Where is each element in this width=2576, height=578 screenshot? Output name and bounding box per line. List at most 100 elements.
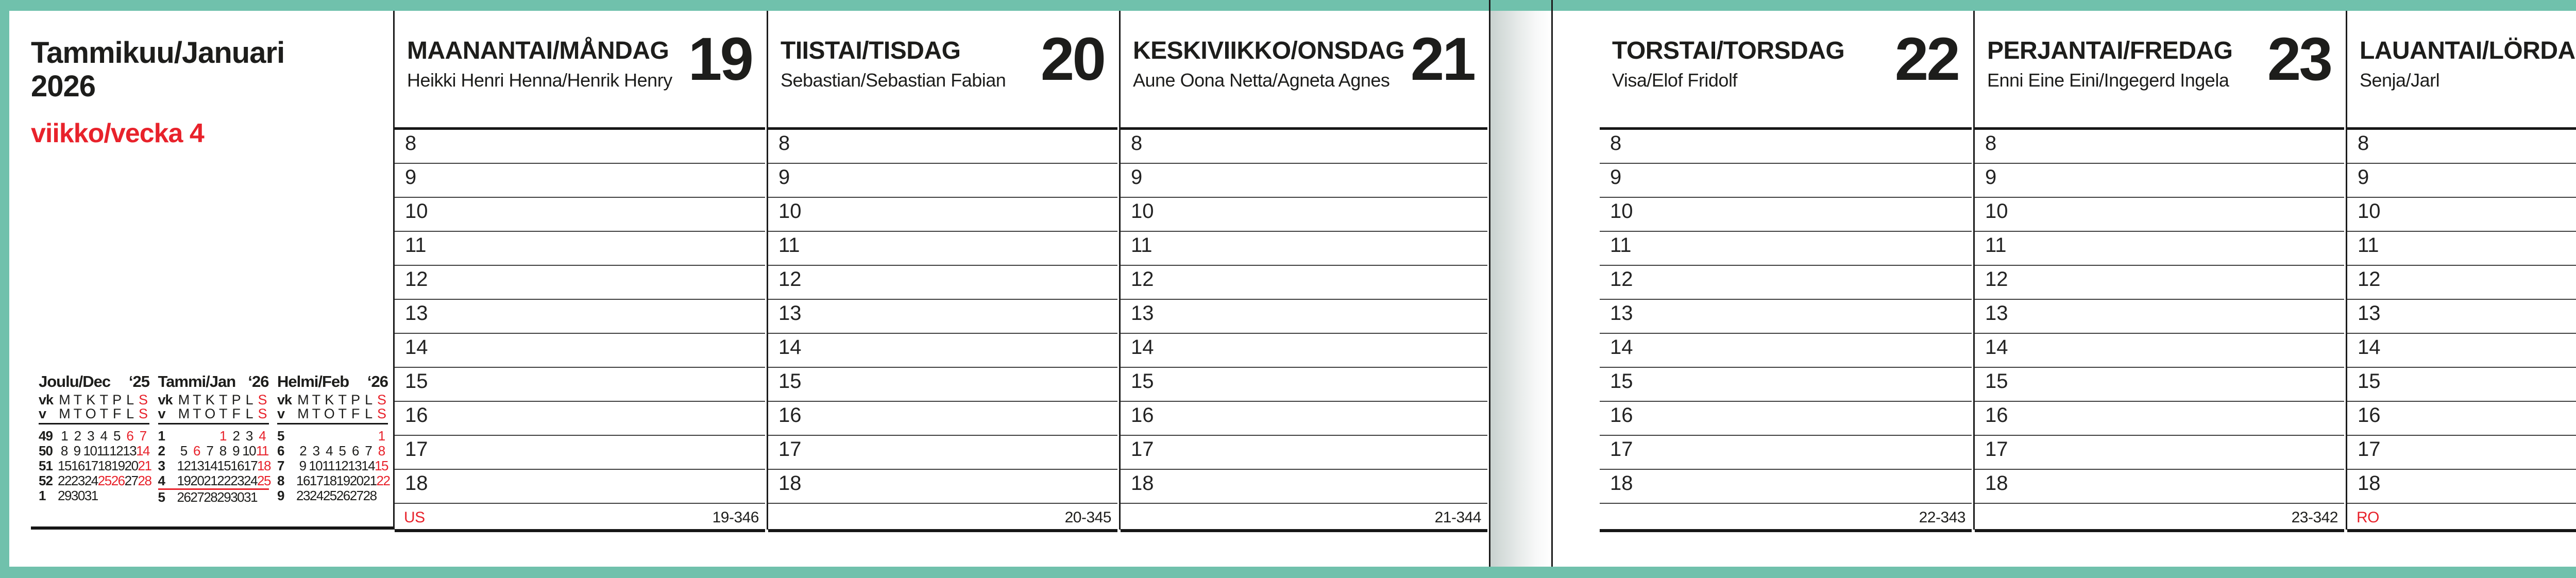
footer-daycount-wednesday: 21-344 — [1434, 509, 1482, 526]
weekday-letter: O — [205, 406, 215, 421]
hour-label: 13 — [1985, 302, 2008, 325]
mini-calendar-rule — [39, 423, 149, 424]
date-cell: 20 — [349, 473, 364, 488]
mini-calendar-week-row: 7 9 10 11 12 13 14 15 — [277, 458, 388, 473]
column-divider-line — [1489, 0, 1490, 567]
date-cell: 6 — [126, 428, 133, 444]
weekday-letter: T — [312, 406, 321, 421]
day-header-tuesday: TIISTAI/TISDAG Sebastian/Sebastian Fabian… — [768, 11, 1117, 127]
hour-row-15: 15 — [1600, 368, 1972, 402]
hour-row-9: 9 — [1600, 164, 1972, 198]
hour-row-14: 14 — [1600, 334, 1972, 368]
hour-row-9: 9 — [2347, 164, 2576, 198]
date-cell: 14 — [361, 458, 375, 473]
date-cell: 21 — [204, 473, 217, 488]
page-title: Tammikuu/Januari 2026 — [31, 36, 393, 104]
hour-label: 15 — [1131, 370, 1154, 393]
day-footer-wednesday: 21-344 — [1121, 504, 1487, 529]
column-divider-line — [1551, 0, 1553, 567]
hour-label: 12 — [1985, 268, 2008, 291]
hour-label: 12 — [2358, 268, 2381, 291]
weekday-letter: T — [218, 406, 228, 421]
date-cell: 4 — [326, 443, 333, 458]
day-title-thursday: TORSTAI/TORSDAG — [1612, 37, 1845, 64]
date-cell: 25 — [257, 473, 271, 488]
hour-label: 16 — [1985, 404, 2008, 427]
footer-rule — [2347, 529, 2576, 532]
date-cell: 30 — [71, 488, 85, 503]
day-number-wednesday: 21 — [1410, 25, 1476, 93]
hour-label: 18 — [1985, 472, 2008, 495]
weekday-letter: T — [73, 392, 82, 407]
weekday-letter: T — [218, 392, 228, 407]
hour-label: 18 — [778, 472, 802, 495]
date-cell: 21 — [363, 473, 377, 488]
date-cell: 5 — [180, 443, 188, 458]
date-cell: 31 — [244, 489, 258, 505]
week-number: 8 — [277, 473, 284, 488]
day-namedays-wednesday: Aune Oona Netta/Agneta Agnes — [1133, 70, 1390, 91]
date-cell: 23 — [296, 488, 310, 503]
date-cell: 17 — [309, 473, 324, 488]
day-column-saturday: LAUANTAI/LÖRDAGSenja/Jarl248910111213141… — [2347, 11, 2576, 532]
hour-row-14: 14 — [2347, 334, 2576, 368]
mini-calendar-week-row: 1 29 30 31 — [39, 488, 149, 503]
date-cell: 26 — [177, 489, 191, 505]
date-cell: 3 — [245, 428, 253, 444]
day-title-tuesday: TIISTAI/TISDAG — [781, 37, 961, 64]
date-cell: 14 — [204, 458, 217, 473]
date-cell: 2 — [232, 428, 240, 444]
week-number: 3 — [158, 458, 165, 473]
date-cell — [377, 488, 388, 503]
date-cell: 18 — [257, 458, 271, 473]
date-cell: 18 — [323, 473, 337, 488]
hour-row-12: 12 — [1600, 266, 1972, 300]
week-label: viikko/vecka 4 — [31, 118, 205, 148]
hour-label: 10 — [405, 200, 428, 223]
hour-row-18: 18 — [1121, 470, 1487, 504]
date-cell: 9 — [232, 443, 240, 458]
date-cell — [323, 429, 335, 444]
date-cell: 5 — [338, 443, 346, 458]
hour-label: 16 — [2358, 404, 2381, 427]
date-cell: 22 — [58, 473, 72, 488]
page-fold-shadow — [1490, 11, 1551, 567]
hour-label: 15 — [1985, 370, 2008, 393]
hour-row-16: 16 — [768, 402, 1117, 436]
weekday-header-fi: vk M T K T P L S — [277, 393, 388, 407]
hour-row-10: 10 — [2347, 198, 2576, 232]
weekday-letter: O — [324, 406, 335, 421]
hour-label: 10 — [1131, 200, 1154, 223]
column-divider-line — [393, 11, 395, 530]
hour-label: 18 — [2358, 472, 2381, 495]
hour-row-17: 17 — [2347, 436, 2576, 470]
weekday-letter: L — [126, 392, 134, 407]
year-title: 2026 — [31, 69, 96, 103]
day-column-friday: PERJANTAI/FREDAG Enni Eine Eini/Ingegerd … — [1975, 11, 2344, 532]
hour-label: 14 — [405, 336, 428, 359]
hour-row-12: 12 — [768, 266, 1117, 300]
hour-label: 14 — [778, 336, 802, 359]
week-number: 9 — [277, 488, 284, 503]
weekday-letter: F — [232, 406, 241, 421]
weekday-letter: L — [365, 406, 372, 421]
weekday-letter: F — [112, 406, 122, 421]
hour-label: 18 — [405, 472, 428, 495]
mini-calendar-year: ‘26 — [367, 372, 388, 390]
hour-label: 17 — [1610, 438, 1633, 461]
weekday-letter: O — [85, 406, 96, 421]
date-cell: 28 — [204, 489, 217, 505]
date-cell: 29 — [217, 489, 231, 505]
date-cell: 24 — [244, 473, 258, 488]
date-cell: 28 — [138, 473, 152, 488]
hour-label: 12 — [1610, 268, 1633, 291]
weekday-header-fi: vk M T K T P L S — [39, 393, 149, 407]
date-cell — [98, 488, 111, 503]
date-cell: 16 — [296, 473, 310, 488]
hour-label: 15 — [2358, 370, 2381, 393]
hour-label: 13 — [2358, 302, 2381, 325]
hour-label: 17 — [1985, 438, 2008, 461]
hour-label: 8 — [1985, 132, 1997, 155]
hour-label: 11 — [1131, 234, 1153, 257]
